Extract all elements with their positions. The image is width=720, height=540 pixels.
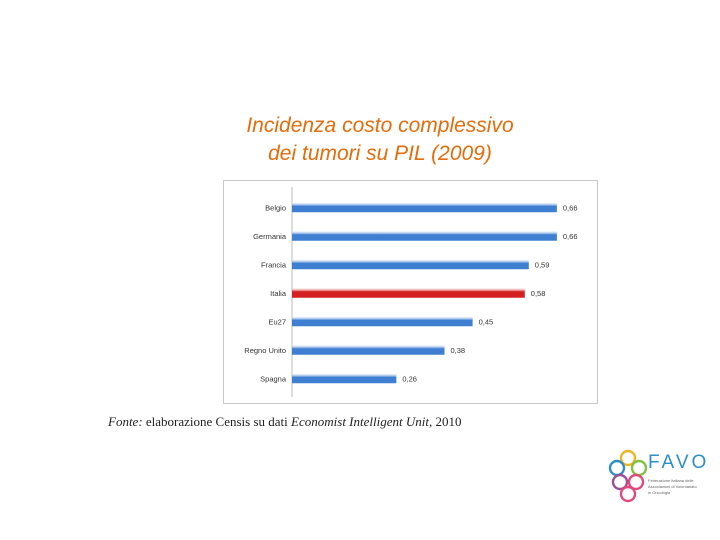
source-label: Fonte: [108, 414, 143, 429]
logo-subtitle-line: in Oncologia [648, 490, 671, 495]
value-label: 0,45 [479, 317, 494, 326]
logo-subtitle-line: Federazione italiana delle [648, 478, 694, 483]
value-label: 0,58 [531, 289, 546, 298]
category-label: Regno Unito [244, 346, 286, 355]
value-label: 0,66 [563, 232, 578, 241]
category-label: Germania [253, 232, 287, 241]
logo-subtitle-line: Associazioni di Volontariato [648, 484, 697, 489]
bar [292, 259, 529, 270]
logo-name: FAVO [648, 452, 710, 473]
bar [292, 373, 397, 384]
bar [292, 316, 473, 327]
source-note: Fonte: elaborazione Censis su dati Econo… [108, 414, 461, 430]
bar [292, 202, 557, 213]
bar [292, 344, 445, 355]
category-label: Francia [261, 260, 287, 269]
chart-title-line1: Incidenza costo complessivo [246, 114, 514, 137]
favo-logo: FAVO Federazione italiana delle Associaz… [608, 444, 714, 514]
category-label: Belgio [265, 203, 286, 212]
source-year: 2010 [435, 414, 462, 429]
favo-flower-icon [608, 449, 648, 503]
bar-highlight [292, 287, 525, 298]
source-italic: Economist Intelligent Unit, [291, 414, 433, 429]
chart-title-line2: dei tumori su PIL (2009) [268, 142, 492, 165]
chart-title: Incidenza costo complessivo dei tumori s… [150, 112, 610, 168]
category-label: Italia [270, 289, 287, 298]
source-text: elaborazione Censis su dati [145, 414, 288, 429]
value-label: 0,26 [402, 374, 417, 383]
value-label: 0,59 [535, 260, 550, 269]
chart-canvas: Belgio 0,66 Germania 0,66 Francia 0,59 Italia 0… [244, 187, 578, 397]
bar [292, 230, 557, 241]
bar-chart: Belgio 0,66 Germania 0,66 Francia 0,59 Italia 0… [223, 180, 598, 404]
logo-subtitle: Federazione italiana delle Associazioni … [648, 478, 714, 496]
value-label: 0,66 [563, 203, 578, 212]
value-label: 0,38 [451, 346, 466, 355]
category-label: Spagna [260, 374, 287, 383]
category-label: Eu27 [268, 317, 286, 326]
